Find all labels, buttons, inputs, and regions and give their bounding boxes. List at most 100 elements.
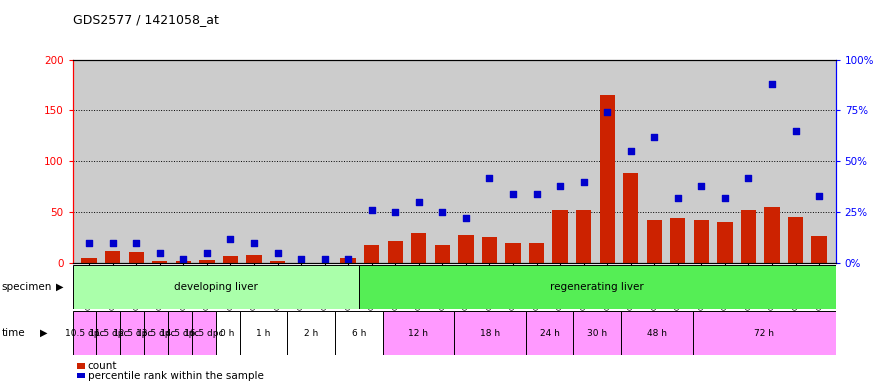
Text: regenerating liver: regenerating liver — [550, 282, 644, 292]
Bar — [647, 220, 662, 263]
Bar — [359, 265, 836, 309]
Point — [247, 240, 261, 246]
Point — [577, 179, 591, 185]
Text: 13.5 dpc: 13.5 dpc — [136, 329, 176, 338]
Bar — [388, 241, 402, 263]
Text: GDS2577 / 1421058_at: GDS2577 / 1421058_at — [73, 13, 219, 26]
Text: ▶: ▶ — [40, 328, 48, 338]
Text: 16.5 dpc: 16.5 dpc — [184, 329, 223, 338]
Text: 48 h: 48 h — [647, 329, 667, 338]
Bar — [435, 245, 450, 263]
Bar — [340, 258, 356, 263]
Bar — [81, 258, 97, 263]
Bar — [200, 260, 214, 263]
Bar — [741, 210, 756, 263]
Text: 1 h: 1 h — [256, 329, 270, 338]
Text: 72 h: 72 h — [754, 329, 774, 338]
Point — [412, 199, 426, 205]
Bar — [621, 311, 693, 355]
Text: 10.5 dpc: 10.5 dpc — [65, 329, 104, 338]
Bar — [576, 210, 592, 263]
Point — [718, 195, 732, 201]
Text: 30 h: 30 h — [587, 329, 607, 338]
Point — [82, 240, 96, 246]
Bar — [411, 233, 426, 263]
Bar — [528, 243, 544, 263]
Point — [365, 207, 379, 213]
Bar — [788, 217, 803, 263]
Bar — [176, 261, 191, 263]
Bar — [287, 311, 335, 355]
Bar — [670, 218, 685, 263]
Text: ▶: ▶ — [56, 282, 64, 292]
Point — [812, 193, 826, 199]
Point — [671, 195, 685, 201]
Bar — [223, 256, 238, 263]
Bar — [152, 261, 167, 263]
Point — [765, 81, 779, 87]
Bar — [96, 311, 121, 355]
Bar — [811, 235, 827, 263]
Bar — [482, 237, 497, 263]
Bar — [270, 261, 285, 263]
Text: 12 h: 12 h — [409, 329, 429, 338]
Text: 11.5 dpc: 11.5 dpc — [88, 329, 128, 338]
Bar — [144, 311, 168, 355]
Bar — [506, 243, 521, 263]
Point — [153, 250, 167, 256]
Bar — [693, 311, 836, 355]
Text: 0 h: 0 h — [220, 329, 234, 338]
Point — [788, 127, 802, 134]
Bar — [129, 252, 144, 263]
Point — [270, 250, 284, 256]
Bar — [240, 311, 287, 355]
Text: 12.5 dpc: 12.5 dpc — [113, 329, 152, 338]
Bar — [168, 311, 192, 355]
Point — [106, 240, 120, 246]
Text: 18 h: 18 h — [480, 329, 500, 338]
Bar — [526, 311, 573, 355]
Text: count: count — [88, 361, 117, 371]
Point — [529, 191, 543, 197]
Bar — [552, 210, 568, 263]
Point — [600, 109, 614, 116]
Text: 14.5 dpc: 14.5 dpc — [160, 329, 200, 338]
Bar — [121, 311, 144, 355]
Point — [741, 174, 755, 180]
Text: 24 h: 24 h — [540, 329, 559, 338]
Bar — [192, 311, 216, 355]
Point — [624, 148, 638, 154]
Bar — [335, 311, 382, 355]
Bar — [458, 235, 473, 263]
Point — [648, 134, 662, 140]
Bar — [623, 174, 639, 263]
Point — [436, 209, 450, 215]
Point — [482, 174, 496, 180]
Bar — [382, 311, 454, 355]
Point — [176, 256, 190, 262]
Bar — [718, 222, 732, 263]
Point — [130, 240, 144, 246]
Bar — [73, 265, 359, 309]
Point — [200, 250, 214, 256]
Text: specimen: specimen — [2, 282, 52, 292]
Text: developing liver: developing liver — [174, 282, 257, 292]
Point — [341, 256, 355, 262]
Bar — [599, 95, 615, 263]
Bar — [246, 255, 262, 263]
Text: percentile rank within the sample: percentile rank within the sample — [88, 371, 263, 381]
Text: 2 h: 2 h — [304, 329, 318, 338]
Bar — [105, 251, 121, 263]
Point — [223, 235, 237, 242]
Point — [695, 183, 709, 189]
Bar — [573, 311, 621, 355]
Text: time: time — [2, 328, 25, 338]
Text: 6 h: 6 h — [352, 329, 366, 338]
Point — [553, 183, 567, 189]
Bar — [765, 207, 780, 263]
Point — [294, 256, 308, 262]
Bar — [364, 245, 380, 263]
Point — [506, 191, 520, 197]
Point — [318, 256, 332, 262]
Point — [388, 209, 402, 215]
